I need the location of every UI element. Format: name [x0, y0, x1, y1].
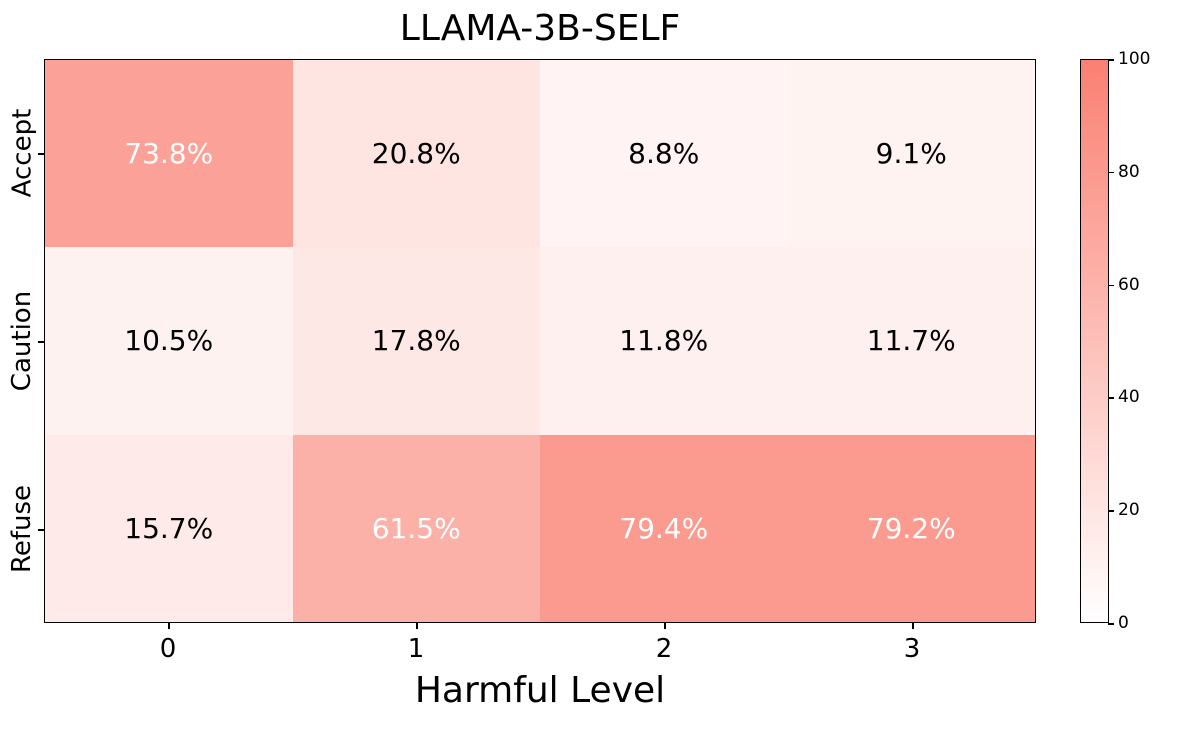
x-tick-label: 1 — [407, 634, 425, 664]
colorbar — [1080, 59, 1109, 623]
heatmap-cell: 8.8% — [540, 60, 788, 248]
colorbar-tick-label: 80 — [1118, 161, 1140, 182]
heatmap-cell: 11.8% — [540, 247, 788, 435]
colorbar-tick — [1108, 284, 1114, 287]
heatmap-cell: 61.5% — [292, 434, 540, 622]
colorbar-tick — [1108, 510, 1114, 512]
heatmap-cell: 17.8% — [292, 247, 540, 435]
heatmap-cell: 10.5% — [45, 247, 293, 435]
colorbar-tick — [1108, 171, 1114, 174]
x-tick-label: 3 — [903, 634, 921, 664]
colorbar-tick — [1108, 623, 1114, 625]
x-tick-label: 0 — [159, 634, 177, 664]
colorbar-tick-label: 20 — [1118, 500, 1140, 521]
heatmap-cell: 15.7% — [45, 434, 293, 622]
y-tick — [38, 341, 44, 343]
heatmap-cell: 79.2% — [787, 434, 1035, 622]
x-tick-label: 2 — [655, 634, 673, 664]
heatmap-cell: 79.4% — [540, 434, 788, 622]
colorbar-tick-label: 100 — [1118, 49, 1151, 69]
y-tick — [38, 529, 44, 531]
colorbar-tick — [1108, 397, 1114, 399]
chart-title: LLAMA-3B-SELF — [399, 8, 681, 49]
colorbar-tick — [1108, 59, 1114, 61]
heatmap-cell: 20.8% — [292, 60, 540, 248]
heatmap-cell: 11.7% — [787, 247, 1035, 435]
x-axis-title: Harmful Level — [414, 670, 666, 711]
x-tick — [168, 623, 170, 629]
x-tick — [416, 623, 418, 629]
colorbar-tick-label: 60 — [1118, 274, 1140, 295]
colorbar-tick-label: 0 — [1118, 613, 1129, 633]
heatmap-cell: 73.8% — [45, 60, 293, 248]
colorbar-tick-label: 40 — [1118, 387, 1140, 408]
heatmap-grid: 73.8% 20.8% 8.8% 9.1% 10.5% 17.8% 11.8% 11.7% 15… — [44, 59, 1036, 623]
x-tick — [664, 623, 666, 629]
x-tick — [912, 623, 914, 629]
heatmap-cell: 9.1% — [787, 60, 1035, 248]
y-tick — [38, 153, 44, 155]
